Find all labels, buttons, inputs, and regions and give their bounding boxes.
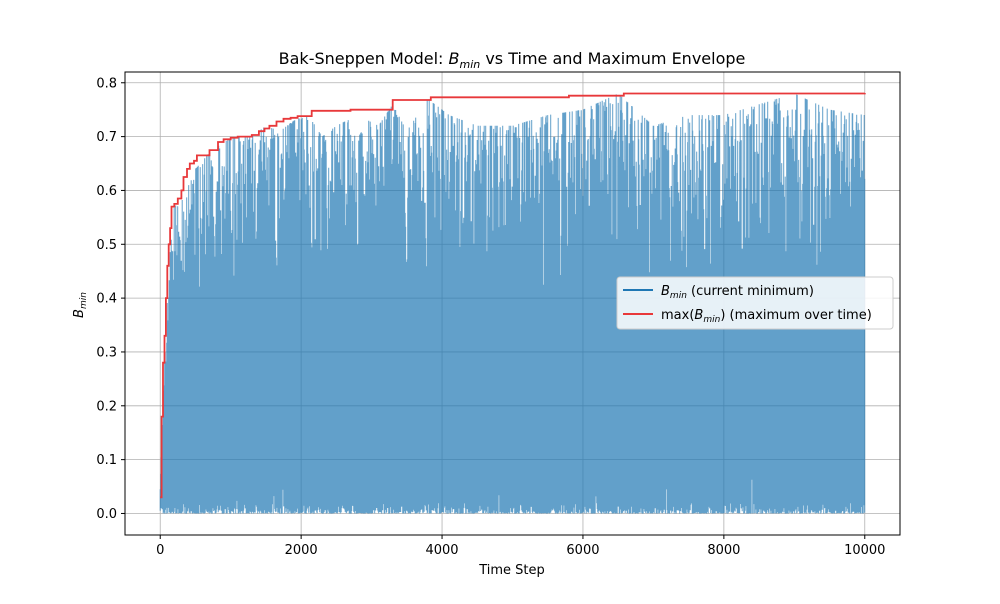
y-axis-ticks: 0.0 0.1 0.2 0.3 0.4 0.5 0.6 0.7 0.8	[96, 76, 125, 522]
x-tick-label: 2000	[285, 543, 318, 558]
y-tick-label: 0.2	[96, 399, 117, 414]
y-tick-label: 0.1	[96, 453, 117, 468]
y-axis-label: Bmin	[72, 292, 89, 318]
x-tick-label: 8000	[707, 543, 740, 558]
y-tick-label: 0.5	[96, 238, 117, 253]
y-tick-label: 0.0	[96, 507, 117, 522]
legend-label-current-minimum: Bmin (current minimum)	[661, 284, 814, 301]
legend-box	[616, 276, 894, 330]
legend: Bmin (current minimum) max(Bmin) (maximu…	[616, 276, 894, 330]
legend-label-maximum-over-time: max(Bmin) (maximum over time)	[661, 308, 872, 325]
y-tick-label: 0.4	[96, 292, 117, 307]
x-axis-ticks: 0 2000 4000 6000 8000 10000	[156, 535, 885, 558]
chart-title: Bak-Sneppen Model: Bmin vs Time and Maxi…	[279, 49, 746, 71]
x-tick-label: 4000	[425, 543, 458, 558]
y-tick-label: 0.7	[96, 130, 117, 145]
x-tick-label: 10000	[844, 543, 885, 558]
x-axis-label: Time Step	[478, 563, 545, 578]
x-tick-label: 6000	[566, 543, 599, 558]
x-tick-label: 0	[156, 543, 164, 558]
y-tick-label: 0.8	[96, 76, 117, 91]
series-maximum-over-time	[160, 92, 866, 499]
axes-frame	[124, 71, 901, 536]
y-tick-label: 0.3	[96, 345, 117, 360]
y-tick-label: 0.6	[96, 184, 117, 199]
series-maximum-over-time-line	[160, 92, 866, 499]
